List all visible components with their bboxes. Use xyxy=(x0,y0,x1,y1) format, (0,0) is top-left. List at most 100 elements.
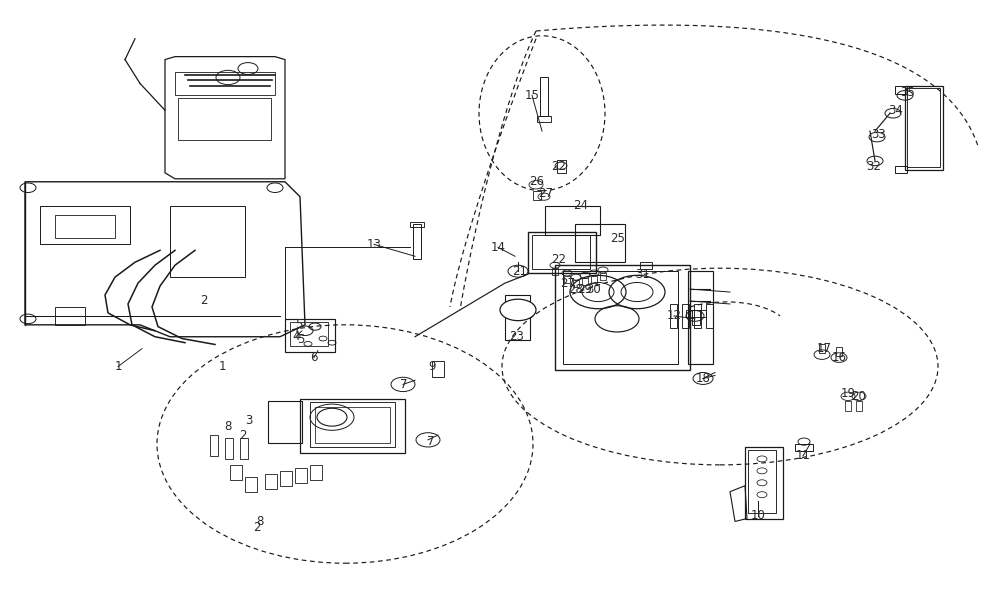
Bar xyxy=(290,322,328,346)
Bar xyxy=(694,304,701,328)
Text: 20: 20 xyxy=(852,390,866,403)
Text: 4: 4 xyxy=(292,330,300,343)
Text: 27: 27 xyxy=(538,187,554,200)
Bar xyxy=(225,438,233,459)
Bar xyxy=(706,304,713,328)
Bar xyxy=(300,399,405,453)
Text: 7: 7 xyxy=(427,434,435,448)
Bar xyxy=(591,276,597,283)
Bar xyxy=(285,319,335,352)
Text: 21: 21 xyxy=(512,265,528,278)
Text: 11: 11 xyxy=(796,449,810,462)
Text: 2: 2 xyxy=(253,521,261,534)
Text: 22: 22 xyxy=(552,160,566,173)
Bar xyxy=(670,304,677,328)
Text: 33: 33 xyxy=(872,128,886,141)
Text: 10: 10 xyxy=(751,509,765,522)
Text: 25: 25 xyxy=(611,232,625,245)
Bar xyxy=(533,191,541,200)
Text: 15: 15 xyxy=(525,89,539,102)
Text: 1: 1 xyxy=(218,360,226,373)
Text: 12: 12 xyxy=(666,309,682,322)
Bar xyxy=(295,468,307,483)
Text: 9: 9 xyxy=(428,360,436,373)
Text: 16: 16 xyxy=(832,351,846,364)
Text: 18: 18 xyxy=(696,372,710,385)
Bar xyxy=(245,477,257,492)
Text: 32: 32 xyxy=(867,160,881,173)
Bar xyxy=(268,401,302,443)
Text: 8: 8 xyxy=(224,420,232,433)
Bar xyxy=(280,471,292,486)
Bar xyxy=(55,215,115,238)
Bar xyxy=(564,276,570,283)
Text: 14: 14 xyxy=(490,241,506,254)
Text: 26: 26 xyxy=(530,175,544,188)
Circle shape xyxy=(757,456,767,462)
Bar xyxy=(905,86,943,170)
Bar xyxy=(265,474,277,489)
Bar xyxy=(686,310,706,317)
Bar xyxy=(836,347,842,356)
Bar xyxy=(240,438,248,459)
Text: 6: 6 xyxy=(310,351,318,364)
Text: 24: 24 xyxy=(574,199,588,212)
Text: 35: 35 xyxy=(901,86,915,99)
Bar xyxy=(795,444,813,451)
Bar xyxy=(545,206,600,235)
Text: 28: 28 xyxy=(569,283,583,296)
Bar xyxy=(315,407,390,443)
Bar xyxy=(688,271,713,364)
Bar xyxy=(555,265,690,370)
Bar xyxy=(563,271,678,364)
Circle shape xyxy=(757,468,767,474)
Bar xyxy=(600,273,606,280)
Text: 2: 2 xyxy=(200,294,208,308)
Bar xyxy=(175,72,275,95)
Circle shape xyxy=(757,480,767,486)
Text: 30: 30 xyxy=(587,283,601,296)
Text: 34: 34 xyxy=(889,104,903,117)
Bar xyxy=(895,86,907,94)
Bar xyxy=(557,160,566,173)
Bar xyxy=(552,268,558,275)
Text: 31: 31 xyxy=(636,268,650,281)
Text: 13: 13 xyxy=(367,238,381,251)
Bar xyxy=(413,224,421,259)
Bar xyxy=(505,295,530,340)
Bar xyxy=(819,344,825,353)
Bar xyxy=(410,222,424,227)
Circle shape xyxy=(757,492,767,498)
Bar xyxy=(845,401,851,411)
Text: 7: 7 xyxy=(400,378,408,391)
Circle shape xyxy=(500,299,536,321)
Bar xyxy=(907,88,940,167)
Text: 1: 1 xyxy=(114,360,122,373)
Bar xyxy=(582,278,588,285)
Bar xyxy=(692,310,700,325)
Text: 19: 19 xyxy=(840,387,856,400)
Bar xyxy=(210,435,218,456)
Bar xyxy=(748,450,776,513)
Text: 5: 5 xyxy=(295,318,303,331)
Bar xyxy=(310,465,322,480)
Bar xyxy=(745,447,783,519)
Text: 17: 17 xyxy=(816,342,832,355)
Bar xyxy=(682,304,689,328)
Bar xyxy=(895,166,907,173)
Bar xyxy=(540,77,548,116)
Bar xyxy=(575,224,625,262)
Bar xyxy=(310,402,395,447)
Bar xyxy=(230,465,242,480)
Bar xyxy=(40,206,130,244)
Bar xyxy=(537,116,551,122)
Text: 3: 3 xyxy=(245,414,253,427)
Bar xyxy=(528,232,596,273)
Bar xyxy=(532,235,590,269)
Bar xyxy=(432,361,444,377)
Text: 8: 8 xyxy=(256,515,264,528)
Text: 2: 2 xyxy=(239,429,247,442)
Text: 23: 23 xyxy=(510,330,524,343)
Text: 27: 27 xyxy=(560,277,576,290)
Bar xyxy=(170,206,245,277)
